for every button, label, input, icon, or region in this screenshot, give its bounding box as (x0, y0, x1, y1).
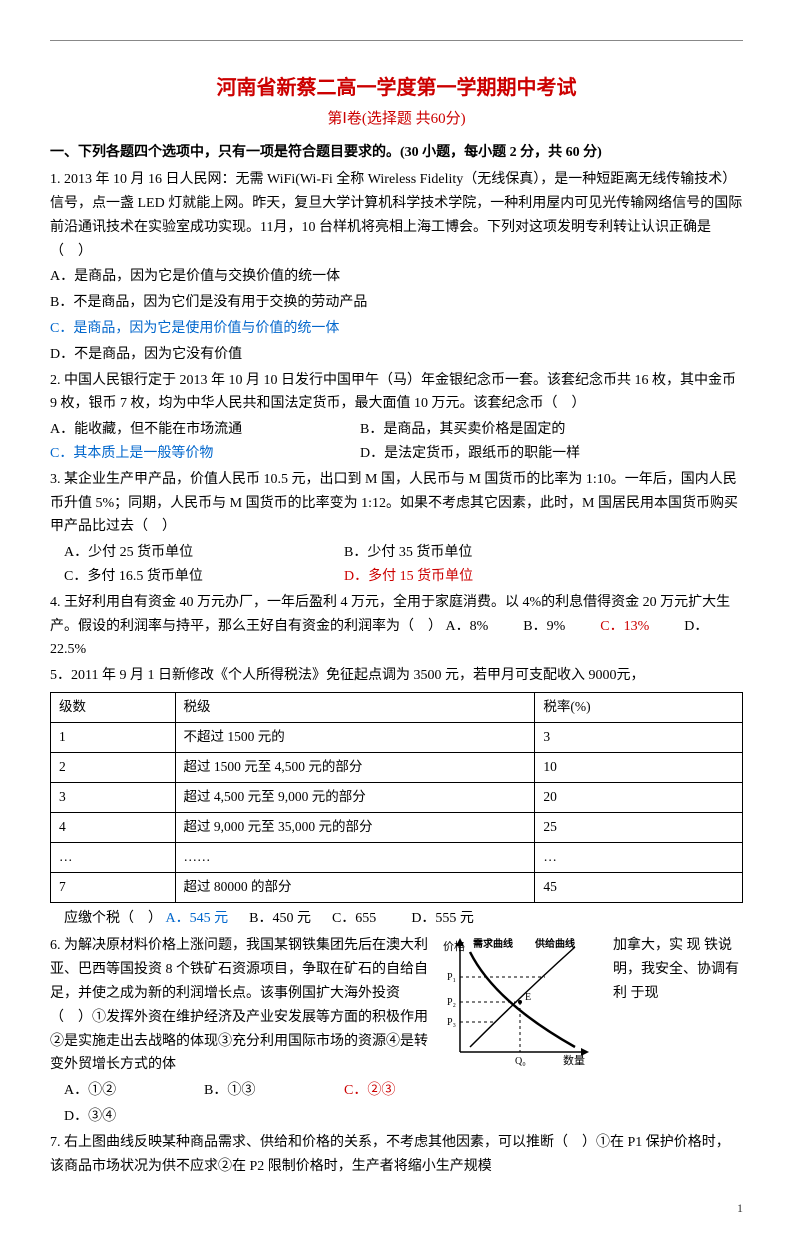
svg-text:数量: 数量 (563, 1054, 585, 1067)
svg-text:P₂: P₂ (447, 997, 456, 1008)
q5-option-b: B．450 元 (249, 911, 311, 926)
q2-option-b: B．是商品，其买卖价格是固定的 (360, 418, 565, 442)
tax-table: 级数 税级 税率(%) 1不超过 1500 元的3 2超过 1500 元至 4,… (50, 692, 743, 903)
q6-option-b: B．①③ (204, 1079, 334, 1103)
q1-option-a: A．是商品，因为它是价值与交换价值的统一体 (50, 265, 743, 289)
page-subtitle: 第Ⅰ卷(选择题 共60分) (50, 107, 743, 133)
svg-text:P₁: P₁ (447, 972, 456, 983)
svg-text:P₃: P₃ (447, 1017, 456, 1028)
svg-text:价格: 价格 (443, 939, 465, 953)
svg-text:需求曲线: 需求曲线 (473, 937, 513, 950)
table-row: ………… (51, 842, 743, 872)
q5-option-a: A．545 元 (166, 911, 229, 926)
q2-option-c: C．其本质上是一般等价物 (50, 442, 350, 466)
q1-option-d: D．不是商品，因为它没有价值 (50, 343, 743, 367)
q2-option-a: A．能收藏，但不能在市场流通 (50, 418, 350, 442)
q5-option-c: C．655 (332, 911, 376, 926)
q3-text: 3. 某企业生产甲产品，价值人民币 10.5 元，出口到 M 国，人民币与 M … (50, 468, 743, 539)
table-row: 4超过 9,000 元至 35,000 元的部分25 (51, 812, 743, 842)
q6-text-left: 6. 为解决原材料价格上涨问题，我国某钢铁集团先后在澳大利亚、巴西等国投资 8 … (50, 934, 430, 1077)
th-level: 级数 (51, 693, 176, 723)
q6-option-c: C．②③ (344, 1079, 474, 1103)
svg-text:E: E (525, 992, 531, 1003)
q3-option-a: A．少付 25 货币单位 (64, 541, 334, 565)
th-rate: 税率(%) (535, 693, 743, 723)
q6-text-right: 加拿大，实 现 铁说明，我安全、协调有 利 于现 (613, 934, 743, 1005)
q1-text: 1. 2013 年 10 月 16 日人民网：无需 WiFi(Wi-Fi 全称 … (50, 168, 743, 263)
section-heading: 一、下列各题四个选项中，只有一项是符合题目要求的。(30 小题，每小题 2 分，… (50, 141, 743, 165)
q1-option-b: B．不是商品，因为它们是没有用于交换的劳动产品 (50, 291, 743, 315)
q4-option-a: A．8% (446, 619, 489, 634)
q2-text: 2. 中国人民银行定于 2013 年 10 月 10 日发行中国甲午（马）年金银… (50, 369, 743, 417)
q5-text: 5．2011 年 9 月 1 日新修改《个人所得税法》免征起点调为 3500 元… (50, 664, 743, 688)
table-row: 1不超过 1500 元的3 (51, 722, 743, 752)
q3-option-b: B．少付 35 货币单位 (344, 541, 524, 565)
q3-option-d: D．多付 15 货币单位 (344, 565, 524, 589)
svg-text:Q₀: Q₀ (515, 1056, 526, 1067)
q1-option-c: C．是商品，因为它是使用价值与价值的统一体 (50, 317, 743, 341)
page-title: 河南省新蔡二高一学度第一学期期中考试 (50, 71, 743, 105)
q4-text: 4. 王好利用自有资金 40 万元办厂，一年后盈利 4 万元，全用于家庭消费。以… (50, 591, 743, 662)
q3-option-c: C．多付 16.5 货币单位 (64, 565, 334, 589)
q7-text: 7. 右上图曲线反映某种商品需求、供给和价格的关系，不考虑其他因素，可以推断（ … (50, 1131, 743, 1179)
q6-option-a: A．①② (64, 1079, 194, 1103)
table-row: 7超过 80000 的部分45 (51, 872, 743, 902)
page-number: 1 (50, 1198, 743, 1218)
q6-option-d: D．③④ (50, 1105, 743, 1129)
q5-option-d: D．555 元 (411, 911, 474, 926)
q4-option-b: B．9% (523, 619, 565, 634)
q4-option-c: C．13% (600, 619, 649, 634)
q5-tail: 应缴个税（ ） A．545 元 B．450 元 C．655 D．555 元 (50, 907, 743, 931)
table-row: 2超过 1500 元至 4,500 元的部分10 (51, 752, 743, 782)
q5-tail-text: 应缴个税（ ） (64, 911, 162, 926)
th-bracket: 税级 (175, 693, 535, 723)
q2-option-d: D．是法定货币，跟纸币的职能一样 (360, 442, 580, 466)
svg-text:供给曲线: 供给曲线 (534, 937, 575, 950)
table-row: 3超过 4,500 元至 9,000 元的部分20 (51, 782, 743, 812)
supply-demand-chart: 价格 P₁ P₂ P₃ E Q₀ 数量 需求曲线 供给曲线 (435, 932, 595, 1072)
